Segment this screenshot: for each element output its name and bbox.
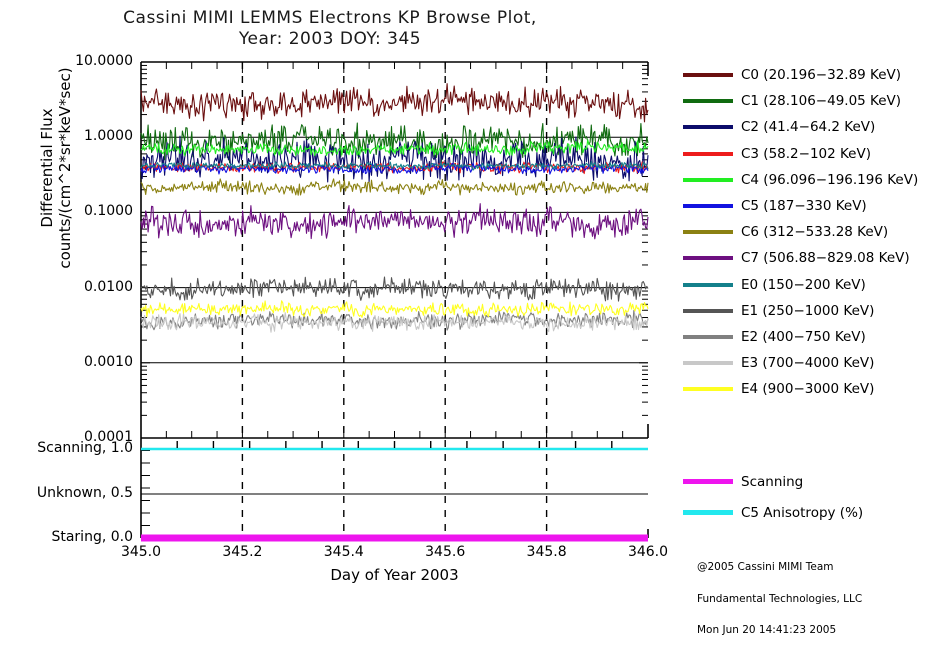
legend-extras: Scanning C5 Anisotropy (%) bbox=[683, 466, 950, 528]
legend-label: C0 (20.196−32.89 KeV) bbox=[741, 67, 902, 84]
legend-label: Scanning bbox=[741, 473, 804, 490]
legend-color-swatch bbox=[683, 282, 733, 287]
legend-item[interactable]: C0 (20.196−32.89 KeV) bbox=[683, 62, 950, 88]
legend-item-extra[interactable]: Scanning bbox=[683, 466, 950, 497]
legend-item[interactable]: E2 (400−750 KeV) bbox=[683, 324, 950, 350]
legend-item[interactable]: E4 (900−3000 KeV) bbox=[683, 376, 950, 402]
legend-item-extra[interactable]: C5 Anisotropy (%) bbox=[683, 497, 950, 528]
legend-item[interactable]: C7 (506.88−829.08 KeV) bbox=[683, 245, 950, 271]
y-tick-label: 0.1000 bbox=[84, 203, 133, 220]
x-axis-title: Day of Year 2003 bbox=[330, 566, 459, 584]
credit-line-1: @2005 Cassini MIMI Team bbox=[697, 561, 834, 573]
legend-label: C3 (58.2−102 KeV) bbox=[741, 145, 871, 162]
legend-color-swatch bbox=[683, 361, 733, 366]
y-axis-title-line-2: counts/(cm^2*sr*keV*sec) bbox=[56, 67, 74, 269]
legend-item[interactable]: C1 (28.106−49.05 KeV) bbox=[683, 88, 950, 114]
x-tick-label: 345.4 bbox=[323, 544, 364, 560]
legend-item[interactable]: C3 (58.2−102 KeV) bbox=[683, 141, 950, 167]
plot-canvas bbox=[140, 61, 649, 542]
credit-line-3: Mon Jun 20 14:41:23 2005 bbox=[697, 624, 837, 636]
x-tick-label: 345.2 bbox=[222, 544, 263, 560]
legend-color-swatch bbox=[683, 204, 733, 209]
y-tick-label: 0.0010 bbox=[84, 353, 133, 370]
legend-label: E0 (150−200 KeV) bbox=[741, 276, 866, 293]
legend-item[interactable]: E0 (150−200 KeV) bbox=[683, 272, 950, 298]
legend-label: C2 (41.4−64.2 KeV) bbox=[741, 119, 876, 136]
plot-page: Cassini MIMI LEMMS Electrons KP Browse P… bbox=[0, 8, 950, 635]
legend-label: C5 Anisotropy (%) bbox=[741, 504, 864, 521]
legend-label: C1 (28.106−49.05 KeV) bbox=[741, 93, 902, 110]
title-line-2: Year: 2003 DOY: 345 bbox=[238, 29, 422, 49]
legend-color-swatch bbox=[683, 99, 733, 104]
y-tick-label: 10.0000 bbox=[75, 53, 133, 69]
x-tick-label: 346.0 bbox=[627, 544, 669, 560]
legend-label: E3 (700−4000 KeV) bbox=[741, 355, 875, 372]
y-axis-title: Differential Flux counts/(cm^2*sr*keV*se… bbox=[38, 38, 74, 298]
legend-color-swatch bbox=[683, 125, 733, 130]
y-tick-label: 1.0000 bbox=[84, 128, 133, 145]
page-title: Cassini MIMI LEMMS Electrons KP Browse P… bbox=[0, 8, 660, 50]
title-line-1: Cassini MIMI LEMMS Electrons KP Browse P… bbox=[123, 8, 537, 28]
legend-item[interactable]: C2 (41.4−64.2 KeV) bbox=[683, 114, 950, 140]
x-tick-label: 345.0 bbox=[120, 544, 162, 560]
y-status-label: Staring, 0.0 bbox=[51, 529, 133, 545]
legend-color-swatch bbox=[683, 479, 733, 484]
legend-label: C4 (96.096−196.196 KeV) bbox=[741, 171, 919, 188]
legend-label: E1 (250−1000 KeV) bbox=[741, 302, 875, 319]
legend-color-swatch bbox=[683, 177, 733, 182]
credit-block: @2005 Cassini MIMI Team Fundamental Tech… bbox=[697, 541, 862, 657]
x-tick-label: 345.6 bbox=[425, 544, 466, 560]
credit-line-2: Fundamental Technologies, LLC bbox=[697, 592, 863, 605]
legend-label: C6 (312−533.28 KeV) bbox=[741, 224, 889, 241]
x-tick-label: 345.8 bbox=[526, 544, 567, 560]
legend-item[interactable]: E3 (700−4000 KeV) bbox=[683, 350, 950, 376]
y-tick-label: 0.0100 bbox=[84, 278, 133, 295]
legend-color-swatch bbox=[683, 230, 733, 235]
legend-color-swatch bbox=[683, 308, 733, 313]
legend-color-swatch bbox=[683, 334, 733, 339]
legend-color-swatch bbox=[683, 387, 733, 392]
y-status-label: Scanning, 1.0 bbox=[37, 440, 133, 456]
legend-color-swatch bbox=[683, 73, 733, 78]
legend-item[interactable]: E1 (250−1000 KeV) bbox=[683, 298, 950, 324]
legend: C0 (20.196−32.89 KeV) C1 (28.106−49.05 Ke… bbox=[683, 62, 950, 402]
legend-label: C5 (187−330 KeV) bbox=[741, 198, 867, 215]
legend-item[interactable]: C5 (187−330 KeV) bbox=[683, 193, 950, 219]
legend-color-swatch bbox=[683, 510, 733, 515]
legend-item[interactable]: C4 (96.096−196.196 KeV) bbox=[683, 167, 950, 193]
y-status-label: Unknown, 0.5 bbox=[36, 485, 133, 501]
legend-color-swatch bbox=[683, 151, 733, 156]
legend-item[interactable]: C6 (312−533.28 KeV) bbox=[683, 219, 950, 245]
y-tick-label: 0.0001 bbox=[84, 429, 133, 445]
legend-color-swatch bbox=[683, 256, 733, 261]
legend-label: E4 (900−3000 KeV) bbox=[741, 381, 875, 398]
y-axis-title-line-1: Differential Flux bbox=[38, 108, 56, 228]
legend-label: C7 (506.88−829.08 KeV) bbox=[741, 250, 910, 267]
legend-label: E2 (400−750 KeV) bbox=[741, 328, 866, 345]
